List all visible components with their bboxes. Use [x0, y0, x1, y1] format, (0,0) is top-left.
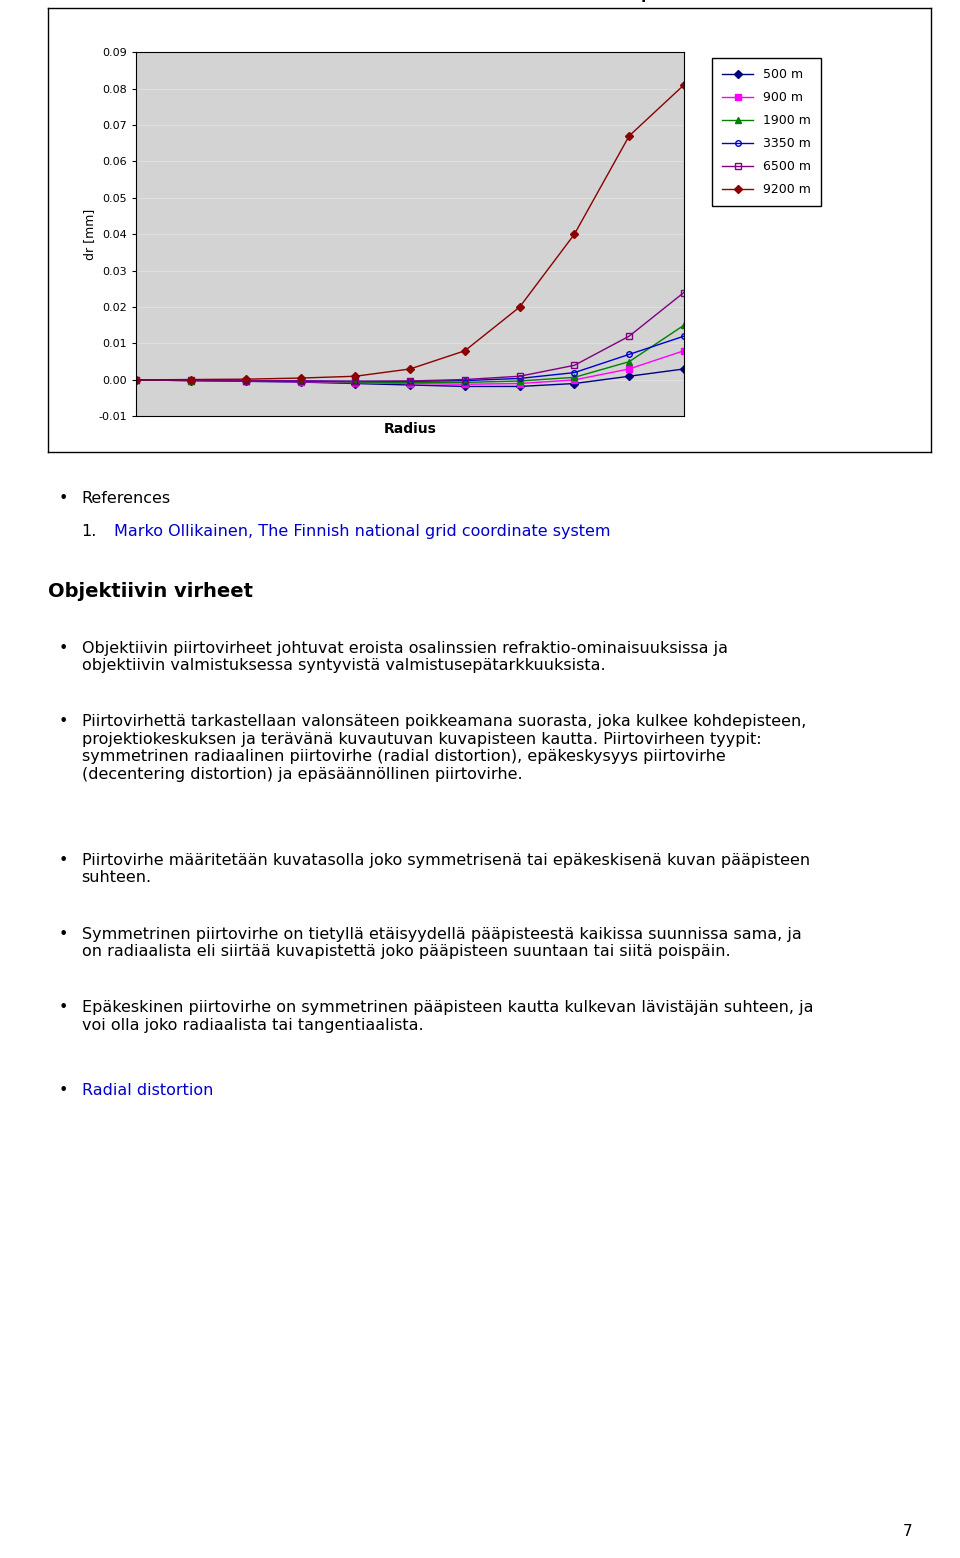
3350 m	[404, 372, 416, 391]
Legend: 500 m, 900 m, 1900 m, 3350 m, 6500 m, 9200 m: 500 m, 900 m, 1900 m, 3350 m, 6500 m, 92…	[712, 59, 822, 207]
500 m	[185, 371, 197, 390]
Text: 1.: 1.	[82, 523, 97, 539]
9200 m	[349, 366, 361, 385]
500 m	[623, 366, 635, 385]
6500 m	[459, 371, 470, 390]
900 m	[295, 372, 306, 391]
Line: 900 m: 900 m	[133, 347, 686, 386]
X-axis label: Radius: Radius	[384, 422, 437, 436]
Line: 3350 m: 3350 m	[133, 333, 686, 385]
Text: Objektiivin virheet: Objektiivin virheet	[48, 583, 253, 601]
3350 m	[295, 372, 306, 391]
3350 m	[185, 371, 197, 390]
Text: Symmetrinen piirtovirhe on tietyllä etäisyydellä pääpisteestä kaikissa suunnissa: Symmetrinen piirtovirhe on tietyllä etäi…	[82, 927, 802, 960]
9200 m	[240, 369, 252, 388]
3350 m	[240, 371, 252, 390]
9200 m	[623, 126, 635, 145]
900 m	[623, 360, 635, 379]
6500 m	[240, 371, 252, 390]
6500 m	[349, 372, 361, 391]
3350 m	[131, 371, 142, 390]
Text: •: •	[59, 491, 68, 506]
9200 m	[131, 371, 142, 390]
Line: 6500 m: 6500 m	[133, 290, 686, 385]
900 m	[459, 375, 470, 394]
900 m	[568, 371, 580, 390]
1900 m	[240, 372, 252, 391]
500 m	[240, 372, 252, 391]
9200 m	[568, 224, 580, 243]
1900 m	[349, 372, 361, 391]
Text: •: •	[59, 640, 68, 656]
Line: 1900 m: 1900 m	[133, 323, 686, 385]
6500 m	[185, 371, 197, 390]
6500 m	[514, 366, 525, 385]
900 m	[678, 341, 689, 360]
3350 m	[568, 363, 580, 382]
Line: 9200 m: 9200 m	[133, 83, 686, 383]
Text: •: •	[59, 1000, 68, 1016]
Text: Piirtovirhettä tarkastellaan valonsäteen poikkeamana suorasta, joka kulkee kohde: Piirtovirhettä tarkastellaan valonsäteen…	[82, 715, 806, 782]
500 m	[295, 372, 306, 391]
1900 m	[623, 352, 635, 371]
9200 m	[678, 76, 689, 95]
Y-axis label: dr [mm]: dr [mm]	[83, 209, 96, 260]
1900 m	[678, 316, 689, 335]
Text: 7: 7	[902, 1524, 912, 1539]
500 m	[131, 371, 142, 390]
1900 m	[295, 372, 306, 391]
500 m	[349, 374, 361, 393]
6500 m	[295, 372, 306, 391]
3350 m	[678, 327, 689, 346]
900 m	[404, 374, 416, 393]
500 m	[459, 377, 470, 396]
900 m	[514, 374, 525, 393]
1900 m	[185, 371, 197, 390]
9200 m	[459, 341, 470, 360]
1900 m	[404, 372, 416, 391]
900 m	[349, 374, 361, 393]
6500 m	[568, 355, 580, 374]
1900 m	[131, 371, 142, 390]
Line: 500 m: 500 m	[133, 366, 686, 390]
9200 m	[295, 369, 306, 388]
3350 m	[623, 344, 635, 363]
6500 m	[404, 372, 416, 391]
Text: References: References	[82, 491, 171, 506]
1900 m	[568, 368, 580, 386]
9200 m	[404, 360, 416, 379]
Text: •: •	[59, 927, 68, 941]
3350 m	[459, 371, 470, 390]
500 m	[404, 375, 416, 394]
6500 m	[678, 284, 689, 302]
Text: r = 100 mm: r = 100 mm	[590, 332, 601, 399]
500 m	[678, 360, 689, 379]
500 m	[514, 377, 525, 396]
900 m	[240, 372, 252, 391]
3350 m	[349, 372, 361, 391]
1900 m	[514, 372, 525, 391]
900 m	[185, 371, 197, 390]
6500 m	[623, 327, 635, 346]
9200 m	[185, 371, 197, 390]
Text: •: •	[59, 715, 68, 729]
Text: Marko Ollikainen, The Finnish national grid coordinate system: Marko Ollikainen, The Finnish national g…	[114, 523, 611, 539]
900 m	[131, 371, 142, 390]
9200 m	[514, 298, 525, 316]
Text: Epäkeskinen piirtovirhe on symmetrinen pääpisteen kautta kulkevan lävistäjän suh: Epäkeskinen piirtovirhe on symmetrinen p…	[82, 1000, 813, 1033]
Text: •: •	[59, 854, 68, 868]
3350 m	[514, 369, 525, 388]
Title: Radial correction due to earth curvature and  atmospheric refraction: Radial correction due to earth curvature…	[194, 0, 785, 3]
6500 m	[131, 371, 142, 390]
500 m	[568, 374, 580, 393]
Text: Objektiivin piirtovirheet johtuvat eroista osalinssien refraktio-ominaisuuksissa: Objektiivin piirtovirheet johtuvat erois…	[82, 640, 728, 673]
Text: Piirtovirhe määritetään kuvatasolla joko symmetrisenä tai epäkeskisenä kuvan pää: Piirtovirhe määritetään kuvatasolla joko…	[82, 854, 809, 885]
1900 m	[459, 372, 470, 391]
Text: Radial distortion: Radial distortion	[82, 1083, 213, 1098]
Text: •: •	[59, 1083, 68, 1098]
